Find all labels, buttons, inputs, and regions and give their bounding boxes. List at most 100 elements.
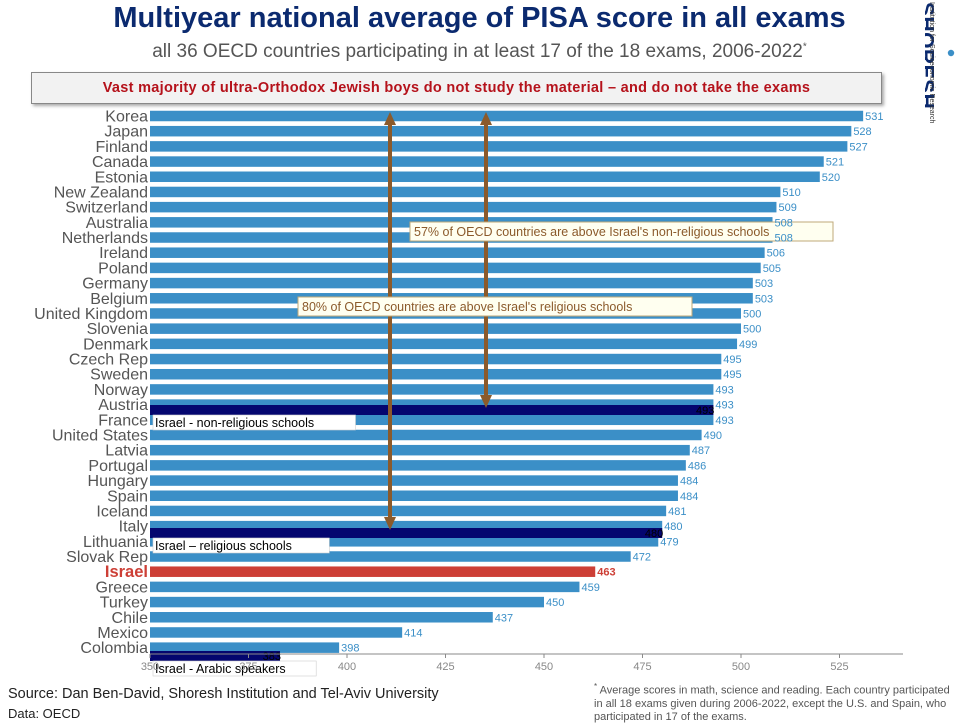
value-label: 398 (341, 643, 359, 655)
logo-dot-icon (947, 49, 955, 57)
arrows-layer (384, 112, 492, 530)
bar-italy (150, 520, 663, 532)
overlay-label: Israel – religious schools (155, 539, 292, 553)
brand-name: SHORESH (925, 2, 938, 109)
footnote: * Average scores in math, science and re… (594, 680, 956, 724)
data-line: Data: OECD (8, 706, 81, 721)
category-label: Japan (104, 124, 148, 141)
annotation-box (297, 296, 693, 317)
category-label: Slovenia (87, 321, 148, 338)
value-label: 484 (680, 491, 698, 503)
category-label: Latvia (105, 443, 148, 460)
overlay-label: Israel - non-religious schools (155, 416, 314, 430)
value-label: 510 (782, 187, 800, 199)
bar-turkey (150, 596, 544, 608)
annotation-text: 80% of OECD countries are above Israel's… (302, 300, 632, 314)
category-label: Korea (105, 109, 148, 126)
source-line: Source: Dan Ben-David, Shoresh Instituti… (8, 686, 439, 702)
x-tick-label: 350 (141, 661, 159, 673)
value-label: 528 (853, 126, 871, 138)
value-label: 503 (755, 293, 773, 305)
bar-austria (150, 399, 714, 410)
x-tick-label: 450 (535, 661, 553, 673)
overlay-value: 493 (696, 405, 714, 417)
bar-switzerland (150, 201, 777, 213)
overlay-value: 480 (645, 528, 663, 540)
value-label: 503 (755, 278, 773, 290)
bar-ireland (150, 247, 765, 258)
value-label: 493 (715, 384, 733, 396)
bar-slovak-rep (150, 551, 631, 562)
subtitle-text: all 36 OECD countries participating in a… (152, 41, 803, 62)
value-label: 505 (763, 263, 781, 275)
arrow-head-down-icon (384, 517, 396, 530)
overlay-bar (150, 528, 663, 538)
bar-poland (150, 262, 761, 274)
category-label: Slovak Rep (66, 549, 148, 566)
overlay-bar (150, 651, 281, 661)
category-label: Finland (96, 139, 148, 156)
labels-layer: Korea 531 Japan 528 Finland 527 Canada 521 Eston… (34, 109, 883, 658)
value-label: 481 (668, 506, 686, 518)
x-tick-label: 475 (633, 661, 651, 673)
category-label: United States (52, 427, 148, 444)
bar-denmark (150, 338, 738, 350)
category-label: Poland (98, 260, 148, 277)
x-axis: 350 375 400 425 450 475 500 525 (141, 653, 903, 673)
bar-czech-rep (150, 353, 722, 365)
value-label: 487 (692, 445, 710, 457)
bar-iceland (150, 505, 667, 517)
category-label: Czech Rep (69, 352, 148, 369)
overlay-layer: 493 Israel - non-religious schools 480 Isra… (150, 405, 714, 677)
overlay-bar (150, 405, 714, 415)
category-label: Italy (119, 519, 148, 536)
bars-layer (150, 110, 864, 653)
annotations-layer: 57% of OECD countries are above Israel's… (297, 221, 834, 317)
value-label: 479 (660, 536, 678, 548)
category-label: Belgium (90, 291, 148, 308)
bar-france (150, 414, 714, 426)
x-tick-label: 425 (436, 661, 454, 673)
category-label: Switzerland (65, 200, 148, 217)
bar-lithuania (150, 536, 659, 547)
x-tick-label: 525 (830, 661, 848, 673)
bar-portugal (150, 460, 686, 471)
category-label: Norway (94, 382, 148, 399)
overlay-label-box (152, 414, 356, 431)
category-label: Germany (82, 276, 148, 293)
bar-mexico (150, 627, 403, 638)
bar-chile (150, 612, 493, 623)
value-label: 531 (865, 111, 883, 123)
arrow-head-up-icon (480, 112, 492, 125)
arrow-head-up-icon (384, 112, 396, 125)
bar-slovenia (150, 323, 741, 334)
category-label: Denmark (83, 336, 149, 353)
value-label: 437 (495, 612, 513, 624)
category-label: Australia (86, 215, 148, 232)
value-label: 414 (404, 627, 422, 639)
subtitle-footnote-mark: * (802, 41, 807, 53)
value-label: 509 (778, 202, 796, 214)
category-label: Greece (96, 579, 149, 596)
category-label: Lithuania (83, 534, 148, 551)
category-label: Israel (105, 563, 148, 581)
value-label: 521 (826, 157, 844, 169)
value-label: 459 (581, 582, 599, 594)
bar-norway (150, 384, 714, 395)
bar-israel (150, 566, 596, 577)
category-label: Spain (107, 488, 148, 505)
footnote-text: Average scores in math, science and read… (594, 684, 950, 723)
value-label: 463 (597, 567, 615, 579)
category-label: Turkey (100, 595, 148, 612)
bar-japan (150, 125, 852, 137)
bar-latvia (150, 444, 690, 456)
footnote-mark: * (594, 682, 598, 691)
chart-title: Multiyear national average of PISA score… (113, 2, 846, 34)
category-label: Ireland (99, 245, 148, 262)
annotation-text: 57% of OECD countries are above Israel's… (414, 225, 769, 239)
category-label: Hungary (88, 473, 148, 490)
value-label: 520 (822, 172, 840, 184)
overlay-label: Israel - Arabic speakers (155, 662, 286, 676)
category-label: Chile (112, 610, 149, 627)
arrow-head-down-icon (480, 395, 492, 408)
